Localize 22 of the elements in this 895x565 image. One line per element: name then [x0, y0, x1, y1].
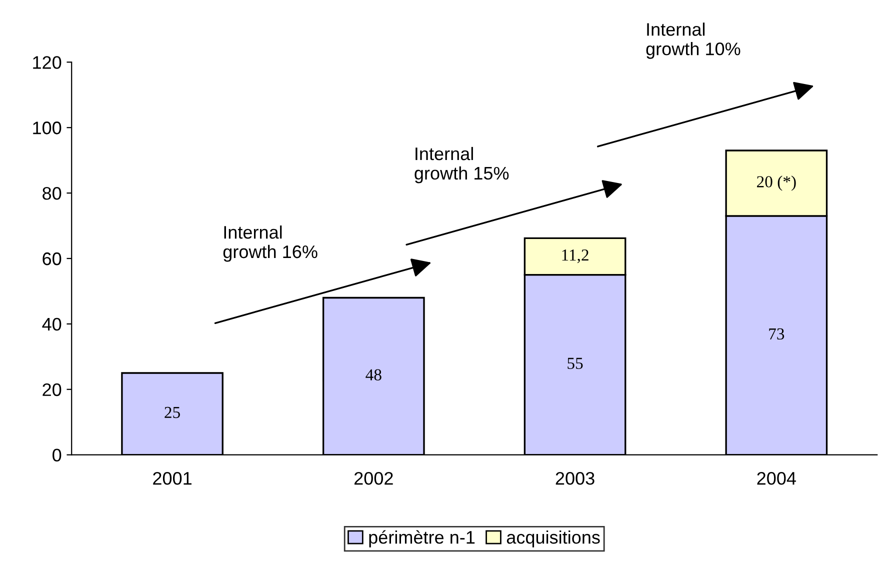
y-tick-label: 40 — [42, 318, 62, 331]
x-tick-label: 2004 — [757, 472, 796, 485]
data-label: 55 — [568, 358, 583, 370]
y-tick-label: 80 — [42, 186, 62, 200]
annotation: Internal growth 16% — [223, 225, 318, 262]
data-label: 25 — [164, 406, 180, 418]
y-tick-label: 120 — [33, 56, 62, 69]
legend-label: périmètre n-1 — [369, 530, 475, 548]
y-tick-label: 0 — [52, 448, 62, 462]
data-label: 20 (*) — [757, 176, 796, 191]
x-tick-label: 2001 — [153, 472, 192, 485]
legend-label: acquisitions — [506, 530, 600, 548]
x-tick-label: 2003 — [556, 472, 594, 485]
data-label: 73 — [769, 328, 784, 340]
annotation: Internal growth 15% — [414, 146, 509, 184]
x-tick-label: 2002 — [354, 472, 393, 485]
y-tick-label: 60 — [42, 252, 62, 266]
y-tick-label: 100 — [33, 122, 62, 134]
y-tick-label: 20 — [42, 383, 62, 396]
data-label: 48 — [366, 369, 382, 380]
data-label: 11,2 — [562, 249, 588, 264]
text: Internal growth 10% — [646, 22, 740, 59]
